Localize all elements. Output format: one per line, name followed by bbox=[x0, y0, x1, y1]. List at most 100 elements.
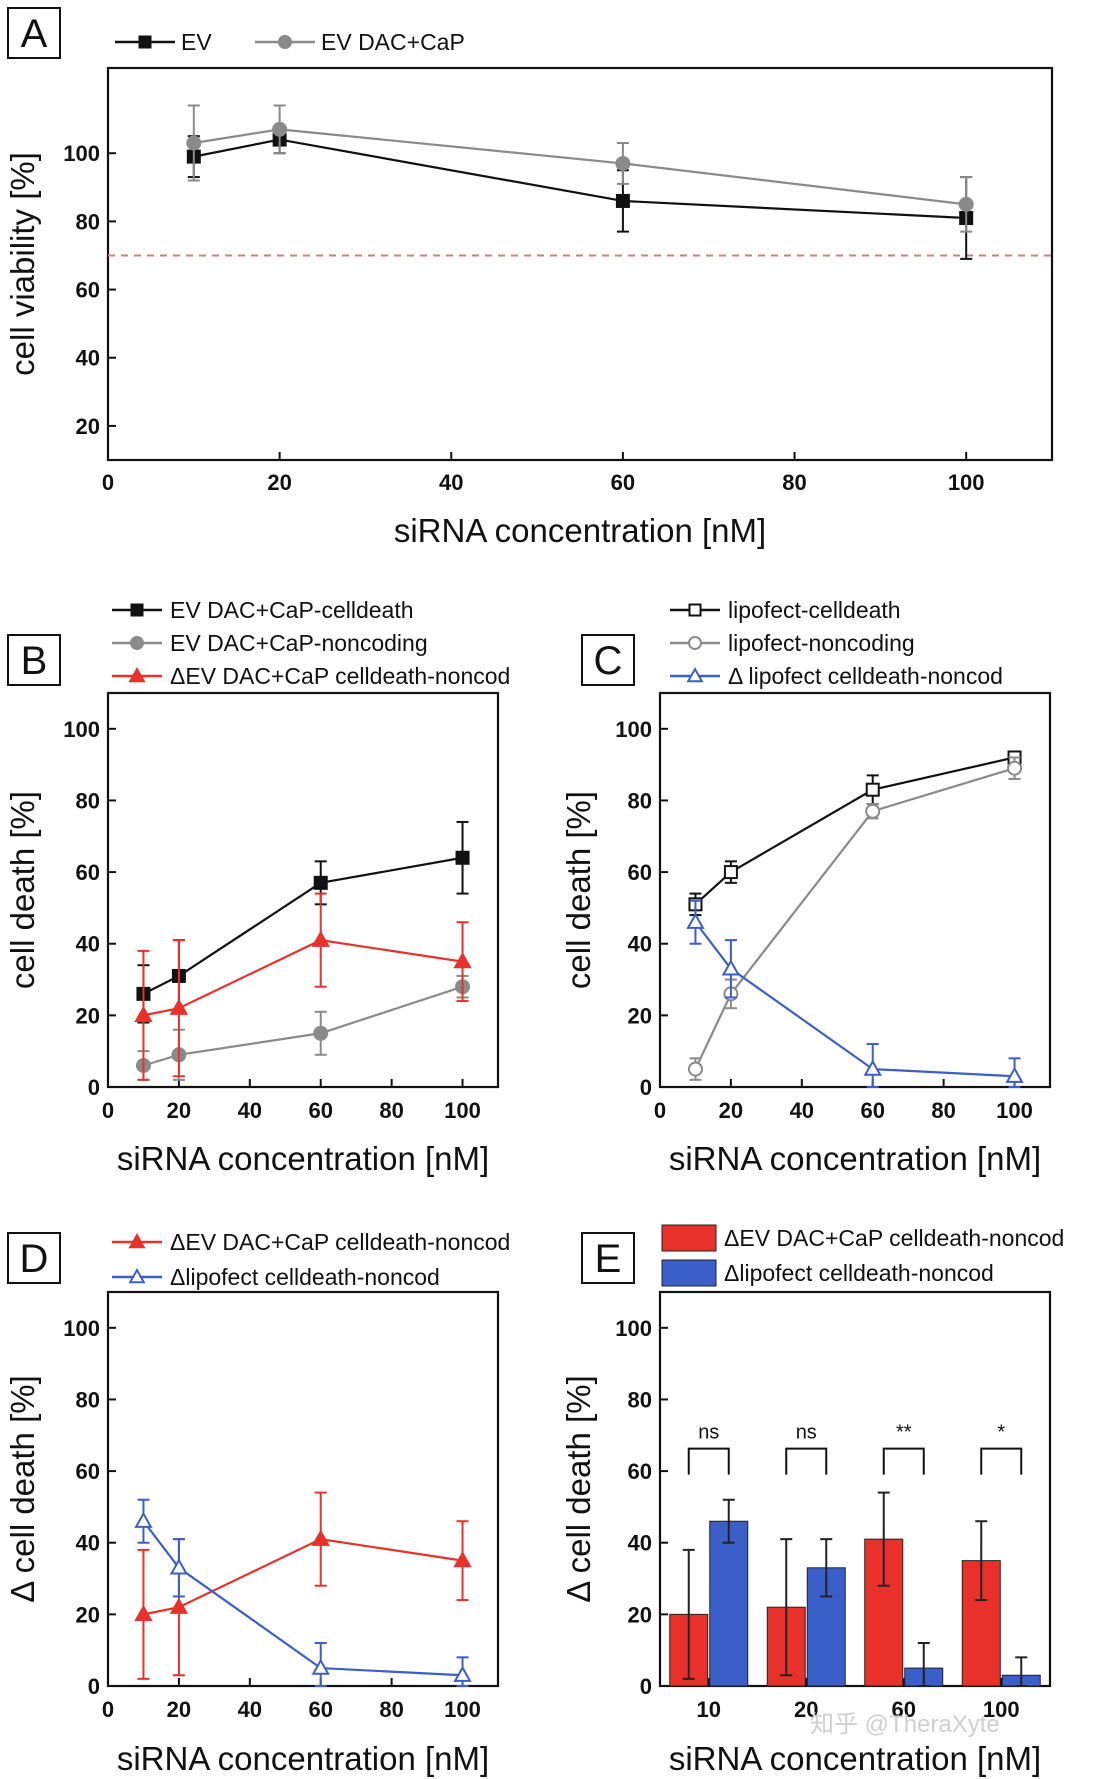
legend-item: Δ lipofect celldeath-noncod bbox=[670, 663, 1003, 689]
y-tick-label: 60 bbox=[628, 860, 652, 885]
significance-bracket bbox=[687, 1447, 730, 1475]
y-tick-label: 40 bbox=[76, 932, 100, 957]
data-point bbox=[186, 135, 202, 151]
data-point bbox=[687, 1061, 703, 1077]
panel-letter: A bbox=[21, 12, 48, 56]
x-tick-label: 40 bbox=[238, 1697, 262, 1722]
data-point bbox=[958, 196, 974, 212]
data-point bbox=[721, 959, 741, 976]
y-tick-label: 100 bbox=[615, 1316, 652, 1341]
panel-letter-box bbox=[7, 7, 61, 59]
x-tick-label: 60 bbox=[611, 470, 635, 495]
x-tick-label: 100 bbox=[444, 1697, 481, 1722]
x-tick-label: 0 bbox=[654, 1098, 666, 1123]
y-axis-title: cell death [%] bbox=[560, 791, 597, 989]
series-line bbox=[143, 939, 463, 1017]
x-tick-label: 0 bbox=[102, 1098, 114, 1123]
x-axis-title: siRNA concentration [nM] bbox=[669, 1140, 1041, 1177]
legend-item: Δlipofect celldeath-noncod bbox=[661, 1259, 994, 1287]
y-tick-label: 40 bbox=[76, 1531, 100, 1556]
legend-label: Δlipofect celldeath-noncod bbox=[170, 1264, 440, 1290]
series-line bbox=[193, 138, 967, 220]
y-tick-label: 100 bbox=[63, 141, 100, 166]
series-1 bbox=[134, 1491, 472, 1680]
legend-marker bbox=[128, 1268, 146, 1284]
data-point bbox=[615, 193, 630, 208]
series-3 bbox=[134, 892, 472, 1081]
legend: lipofect-celldeath lipofect-noncoding Δ li… bbox=[670, 597, 1003, 689]
series-2 bbox=[186, 104, 974, 233]
legend-marker bbox=[128, 1233, 146, 1249]
x-tick-label: 100 bbox=[948, 470, 985, 495]
significance-bracket bbox=[882, 1447, 925, 1475]
x-tick-label: 40 bbox=[790, 1098, 814, 1123]
series-3 bbox=[686, 899, 1024, 1088]
legend-item: EV DAC+CaP-celldeath bbox=[112, 597, 414, 623]
data-point bbox=[313, 1025, 329, 1041]
y-tick-label: 20 bbox=[76, 1602, 100, 1627]
x-tick-label: 20 bbox=[794, 1697, 818, 1722]
panel-letter: E bbox=[595, 1237, 622, 1281]
plot-frame bbox=[106, 1290, 500, 1688]
data-point bbox=[615, 155, 631, 171]
data-point bbox=[453, 952, 472, 969]
y-tick-label: 80 bbox=[76, 1387, 100, 1412]
data-point bbox=[865, 782, 880, 797]
series-2 bbox=[134, 1498, 472, 1687]
legend-swatch bbox=[661, 1259, 717, 1287]
x-tick-label: 20 bbox=[167, 1098, 191, 1123]
y-tick-label: 100 bbox=[63, 717, 100, 742]
y-tick-label: 20 bbox=[628, 1003, 652, 1028]
legend-item: EV DAC+CaP bbox=[255, 29, 465, 55]
legend: EV EV DAC+CaP bbox=[115, 29, 465, 55]
legend-marker bbox=[138, 35, 152, 49]
data-point bbox=[169, 1558, 189, 1575]
panel-letter: B bbox=[21, 639, 48, 683]
panel-letter-box bbox=[7, 634, 61, 686]
data-point bbox=[134, 1511, 153, 1528]
legend-marker bbox=[130, 636, 144, 650]
data-point bbox=[453, 1551, 472, 1568]
data-point bbox=[455, 850, 470, 865]
legend-label: EV DAC+CaP-celldeath bbox=[170, 597, 414, 623]
series-line bbox=[143, 985, 463, 1067]
x-tick-label: 80 bbox=[931, 1098, 955, 1123]
data-point bbox=[134, 1005, 153, 1023]
y-tick-label: 100 bbox=[615, 717, 652, 742]
x-tick-label: 100 bbox=[983, 1697, 1020, 1722]
x-tick-label: 20 bbox=[267, 470, 291, 495]
x-tick-label: 80 bbox=[379, 1098, 403, 1123]
significance-label: * bbox=[997, 1422, 1005, 1444]
y-tick-label: 20 bbox=[628, 1602, 652, 1627]
data-point bbox=[1007, 760, 1023, 776]
data-point bbox=[134, 1604, 153, 1622]
y-tick-label: 60 bbox=[628, 1459, 652, 1484]
legend-item: ΔEV DAC+CaP celldeath-noncod bbox=[661, 1224, 1064, 1252]
data-point bbox=[169, 1597, 189, 1614]
significance-label: ns bbox=[698, 1422, 719, 1444]
x-tick-label: 100 bbox=[996, 1098, 1033, 1123]
x-tick-label: 80 bbox=[782, 470, 806, 495]
y-tick-label: 40 bbox=[628, 932, 652, 957]
y-tick-label: 0 bbox=[88, 1674, 100, 1699]
x-tick-label: 40 bbox=[439, 470, 463, 495]
x-tick-label: 20 bbox=[167, 1697, 191, 1722]
significance-label: ns bbox=[796, 1422, 817, 1444]
data-point bbox=[169, 998, 189, 1015]
y-axis-title: Δ cell death [%] bbox=[4, 1375, 41, 1603]
data-point bbox=[865, 803, 881, 819]
x-axis-title: siRNA concentration [nM] bbox=[669, 1740, 1041, 1777]
significance-bracket bbox=[980, 1447, 1023, 1475]
y-tick-label: 40 bbox=[628, 1531, 652, 1556]
series-line bbox=[694, 756, 1015, 906]
y-tick-label: 60 bbox=[76, 1459, 100, 1484]
legend-label: lipofect-noncoding bbox=[728, 630, 915, 656]
y-tick-label: 80 bbox=[628, 788, 652, 813]
series-line bbox=[694, 921, 1015, 1078]
data-point bbox=[272, 121, 288, 137]
data-point bbox=[313, 875, 328, 890]
panel-letter-box bbox=[7, 1232, 61, 1284]
